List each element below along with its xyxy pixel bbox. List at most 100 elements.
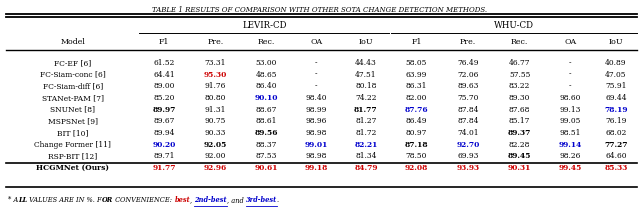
Text: Rec.: Rec.: [257, 38, 275, 46]
Text: 92.05: 92.05: [204, 141, 227, 149]
Text: BIT [10]: BIT [10]: [57, 129, 88, 137]
Text: 89.97: 89.97: [153, 106, 176, 114]
Text: -: -: [569, 71, 572, 79]
Text: -: -: [315, 71, 317, 79]
Text: OA: OA: [564, 38, 577, 46]
Text: 86.49: 86.49: [406, 117, 427, 125]
Text: 92.96: 92.96: [204, 164, 227, 172]
Text: HCGMNet (Ours): HCGMNet (Ours): [36, 164, 109, 172]
Text: 99.05: 99.05: [559, 117, 581, 125]
Text: 47.05: 47.05: [605, 71, 627, 79]
Text: 57.55: 57.55: [509, 71, 531, 79]
Text: 80.18: 80.18: [355, 82, 376, 90]
Text: 89.94: 89.94: [154, 129, 175, 137]
Text: 90.31: 90.31: [508, 164, 531, 172]
Text: 93.93: 93.93: [456, 164, 479, 172]
Text: -: -: [315, 82, 317, 90]
Text: WHU-CD: WHU-CD: [493, 21, 534, 29]
Text: LL: LL: [18, 196, 27, 204]
Text: F1: F1: [411, 38, 422, 46]
Text: 90.75: 90.75: [205, 117, 226, 125]
Text: 99.18: 99.18: [305, 164, 328, 172]
Text: 81.27: 81.27: [355, 117, 376, 125]
Text: 90.10: 90.10: [255, 94, 278, 102]
Text: 99.14: 99.14: [559, 141, 582, 149]
Text: 98.99: 98.99: [306, 106, 327, 114]
Text: LEVIR-CD: LEVIR-CD: [243, 21, 287, 29]
Text: -: -: [569, 82, 572, 90]
Text: 68.02: 68.02: [605, 129, 627, 137]
Text: 81.77: 81.77: [354, 106, 378, 114]
Text: 88.61: 88.61: [255, 117, 277, 125]
Text: FC-Siam-conc [6]: FC-Siam-conc [6]: [40, 71, 106, 79]
Text: 85.20: 85.20: [154, 94, 175, 102]
Text: 98.40: 98.40: [306, 94, 327, 102]
Text: 88.37: 88.37: [255, 141, 277, 149]
Text: 82.28: 82.28: [509, 141, 531, 149]
Text: ONVENIENCE:: ONVENIENCE:: [120, 196, 175, 204]
Text: 90.33: 90.33: [205, 129, 226, 137]
Text: 69.93: 69.93: [458, 152, 479, 160]
Text: 61.52: 61.52: [154, 59, 175, 67]
Text: 90.61: 90.61: [255, 164, 278, 172]
Text: 98.98: 98.98: [306, 129, 327, 137]
Text: 86.40: 86.40: [255, 82, 277, 90]
Text: 86.31: 86.31: [406, 82, 427, 90]
Text: 80.80: 80.80: [205, 94, 226, 102]
Text: 92.70: 92.70: [456, 141, 480, 149]
Text: 84.79: 84.79: [354, 164, 378, 172]
Text: 91.77: 91.77: [152, 164, 176, 172]
Text: 44.43: 44.43: [355, 59, 377, 67]
Text: 72.06: 72.06: [458, 71, 479, 79]
Text: FC-EF [6]: FC-EF [6]: [54, 59, 92, 67]
Text: RSP-BIT [12]: RSP-BIT [12]: [48, 152, 97, 160]
Text: 47.51: 47.51: [355, 71, 376, 79]
Text: 73.31: 73.31: [205, 59, 226, 67]
Text: 85.33: 85.33: [604, 164, 628, 172]
Text: 89.63: 89.63: [458, 82, 479, 90]
Text: .: .: [277, 196, 279, 204]
Text: 89.67: 89.67: [154, 117, 175, 125]
Text: 89.37: 89.37: [508, 129, 531, 137]
Text: 99.01: 99.01: [305, 141, 328, 149]
Text: SNUNet [8]: SNUNet [8]: [50, 106, 95, 114]
Text: 87.53: 87.53: [255, 152, 277, 160]
Text: 89.30: 89.30: [509, 94, 531, 102]
Text: 95.30: 95.30: [204, 71, 227, 79]
Text: ,: ,: [190, 196, 195, 204]
Text: 64.41: 64.41: [154, 71, 175, 79]
Text: 91.76: 91.76: [205, 82, 226, 90]
Text: 87.76: 87.76: [404, 106, 428, 114]
Text: 64.60: 64.60: [605, 152, 627, 160]
Text: 89.45: 89.45: [508, 152, 531, 160]
Text: 40.89: 40.89: [605, 59, 627, 67]
Text: 58.05: 58.05: [406, 59, 427, 67]
Text: 87.84: 87.84: [458, 106, 479, 114]
Text: FC-Siam-diff [6]: FC-Siam-diff [6]: [42, 82, 103, 90]
Text: Change Former [11]: Change Former [11]: [34, 141, 111, 149]
Text: STANet-PAM [7]: STANet-PAM [7]: [42, 94, 104, 102]
Text: 98.51: 98.51: [559, 129, 581, 137]
Text: 74.22: 74.22: [355, 94, 376, 102]
Text: 88.67: 88.67: [255, 106, 277, 114]
Text: OA: OA: [310, 38, 323, 46]
Text: -: -: [569, 59, 572, 67]
Text: 92.08: 92.08: [404, 164, 428, 172]
Text: F1: F1: [159, 38, 170, 46]
Text: 81.72: 81.72: [355, 129, 376, 137]
Text: 87.18: 87.18: [404, 141, 428, 149]
Text: MSPSNet [9]: MSPSNet [9]: [47, 117, 98, 125]
Text: 48.65: 48.65: [255, 71, 277, 79]
Text: Pre.: Pre.: [460, 38, 476, 46]
Text: 76.19: 76.19: [605, 117, 627, 125]
Text: * A: * A: [8, 196, 18, 204]
Text: 99.13: 99.13: [559, 106, 581, 114]
Text: 46.77: 46.77: [509, 59, 531, 67]
Text: C: C: [113, 196, 120, 204]
Text: 78.50: 78.50: [406, 152, 427, 160]
Text: 98.60: 98.60: [559, 94, 581, 102]
Text: 75.91: 75.91: [605, 82, 627, 90]
Text: -: -: [315, 59, 317, 67]
Text: 74.01: 74.01: [458, 129, 479, 137]
Text: 98.26: 98.26: [559, 152, 581, 160]
